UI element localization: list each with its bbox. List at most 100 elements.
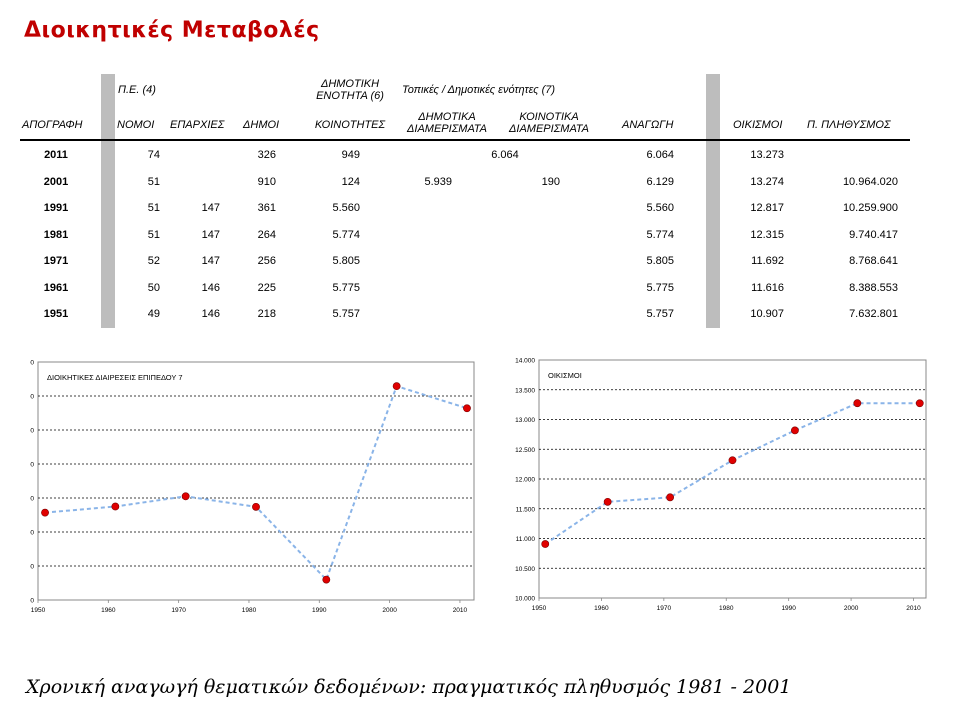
- y-tick-label: 10.000: [515, 596, 535, 603]
- gray-separator-left: [101, 74, 115, 328]
- cell-year: 1951: [43, 308, 69, 320]
- x-tick-label: 1980: [719, 605, 734, 612]
- col-eparxies: ΕΠΑΡΧΙΕΣ: [170, 119, 225, 131]
- cell-eparxies: 146: [201, 308, 220, 320]
- col-apografi: ΑΠΟΓΡΑΦΗ: [22, 119, 83, 131]
- cell-oikismoi: 11.616: [751, 281, 784, 294]
- col-oikismoi: ΟΙΚΙΣΜΟΙ: [733, 119, 783, 131]
- plot-area: [37, 361, 475, 601]
- cell-plithysmos: 9.740.417: [849, 228, 898, 241]
- cell-nomoi: 51: [147, 202, 160, 214]
- y-tick-label: 13.000: [515, 417, 535, 424]
- cell-merged: 6.064: [491, 149, 519, 161]
- col-anagogi: ΑΝΑΓΩΓΗ: [622, 119, 674, 131]
- data-point: [252, 502, 260, 511]
- header-topikes: Τοπικές / Δημοτικές ενότητες (7): [402, 84, 556, 96]
- cell-oikismoi: 13.274: [750, 175, 784, 188]
- col-dim-diam-2: ΔΙΑΜΕΡΙΣΜΑΤΑ: [407, 123, 487, 135]
- x-tick-label: 1990: [312, 607, 327, 614]
- y-tick-label: 5.500: [30, 598, 34, 605]
- cell-oikismoi: 12.315: [750, 228, 784, 241]
- data-point: [111, 502, 120, 511]
- cell-oikismoi: 13.273: [750, 149, 784, 161]
- cell-eparxies: 146: [201, 281, 220, 294]
- cell-anagogi: 6.064: [646, 149, 674, 161]
- cell-eparxies: 147: [201, 228, 220, 241]
- cell-year: 1991: [43, 202, 69, 214]
- cell-koinotites: 124: [341, 175, 360, 188]
- col-koin-diam-1: ΚΟΙΝΟΤΙΚΑ: [519, 111, 579, 123]
- y-tick-label: 6.200: [30, 360, 34, 367]
- y-tick-label: 12.500: [515, 447, 535, 454]
- cell-dimoi: 264: [257, 228, 276, 241]
- data-point: [181, 492, 190, 501]
- col-nomoi: ΝΟΜΟΙ: [117, 119, 155, 131]
- data-point: [728, 456, 737, 465]
- cell-nomoi: 50: [147, 281, 160, 294]
- cell-plithysmos: 8.388.553: [849, 281, 898, 294]
- y-tick-label: 11.500: [516, 506, 536, 513]
- admin-changes-table: Π.Ε. (4) ΔΗΜΟΤΙΚΗ ΕΝΟΤΗΤΑ (6) Τοπικές / …: [20, 72, 910, 332]
- x-tick-label: 2010: [453, 607, 468, 614]
- data-point: [463, 404, 471, 413]
- cell-dimoi: 225: [257, 281, 276, 294]
- gray-separator-right: [706, 74, 720, 328]
- cell-eparxies: 147: [201, 202, 220, 214]
- col-dimoi: ΔΗΜΟΙ: [243, 119, 280, 131]
- data-point: [41, 508, 49, 517]
- cell-year: 2001: [43, 175, 69, 188]
- y-tick-label: 14.000: [515, 358, 535, 365]
- cell-plithysmos: 10.259.900: [842, 202, 898, 214]
- cell-anagogi: 5.757: [646, 308, 674, 320]
- x-tick-label: 1980: [242, 607, 257, 614]
- data-point: [915, 399, 924, 408]
- cell-plithysmos: 7.632.801: [849, 308, 898, 320]
- legend-label: ΟΙΚΙΣΜΟΙ: [548, 371, 582, 380]
- x-tick-label: 1950: [31, 607, 46, 614]
- data-point: [853, 399, 862, 408]
- cell-dimoi: 910: [257, 175, 276, 188]
- cell-nomoi: 51: [147, 175, 160, 188]
- cell-eparxies: 147: [201, 255, 220, 267]
- header-dimotiki-line1: ΔΗΜΟΤΙΚΗ: [320, 78, 380, 90]
- cell-plithysmos: 8.768.641: [849, 255, 898, 267]
- data-point: [392, 382, 401, 391]
- x-tick-label: 2000: [382, 607, 397, 614]
- x-tick-label: 1970: [171, 607, 186, 614]
- cell-koinotites: 949: [341, 149, 360, 161]
- cell-dimoi: 256: [257, 255, 276, 267]
- cell-dimoi: 218: [257, 308, 276, 320]
- page-title: Διοικητικές Μεταβολές: [24, 18, 320, 43]
- cell-koinotites: 5.757: [332, 308, 360, 320]
- cell-koinotites: 5.774: [332, 228, 360, 241]
- y-tick-label: 5.600: [30, 564, 34, 571]
- caption: Χρονική αναγωγή θεματικών δεδομένων: πρα…: [26, 676, 792, 698]
- data-point: [666, 493, 674, 502]
- x-tick-label: 1970: [657, 605, 672, 612]
- cell-dimoi: 361: [257, 202, 276, 214]
- cell-anagogi: 5.775: [646, 281, 674, 294]
- cell-oikismoi: 10.907: [750, 308, 784, 320]
- cell-year: 1971: [43, 255, 69, 267]
- legend-label: ΔΙΟΙΚΗΤΙΚΕΣ ΔΙΑΙΡΕΣΕΙΣ ΕΠΙΠΕΔΟΥ 7: [47, 373, 183, 382]
- cell-anagogi: 5.805: [646, 255, 674, 267]
- data-point: [541, 540, 550, 548]
- header-pe: Π.Ε. (4): [118, 84, 156, 96]
- col-koinotites: ΚΟΙΝΟΤΗΤΕΣ: [314, 119, 386, 131]
- x-tick-label: 1950: [532, 605, 547, 612]
- cell-koinotites: 5.775: [332, 281, 360, 294]
- y-tick-label: 6.100: [30, 394, 34, 401]
- header-rule: [20, 139, 910, 141]
- data-point: [603, 497, 612, 506]
- cell-oikismoi: 12.817: [750, 202, 784, 214]
- cell-nomoi: 51: [147, 228, 160, 241]
- y-tick-label: 11.000: [516, 536, 536, 543]
- x-tick-label: 1990: [781, 605, 796, 612]
- col-koin-diam-2: ΔΙΑΜΕΡΙΣΜΑΤΑ: [509, 123, 589, 135]
- data-point: [791, 426, 799, 435]
- x-tick-label: 2010: [906, 605, 921, 612]
- cell-year: 1981: [43, 228, 69, 241]
- x-tick-label: 2000: [844, 605, 859, 612]
- chart-admin-divisions: 5.500 5.600 5.700 5.800 5.900 6.000 6.100 6.200…: [30, 354, 478, 622]
- y-tick-label: 5.800: [30, 496, 34, 503]
